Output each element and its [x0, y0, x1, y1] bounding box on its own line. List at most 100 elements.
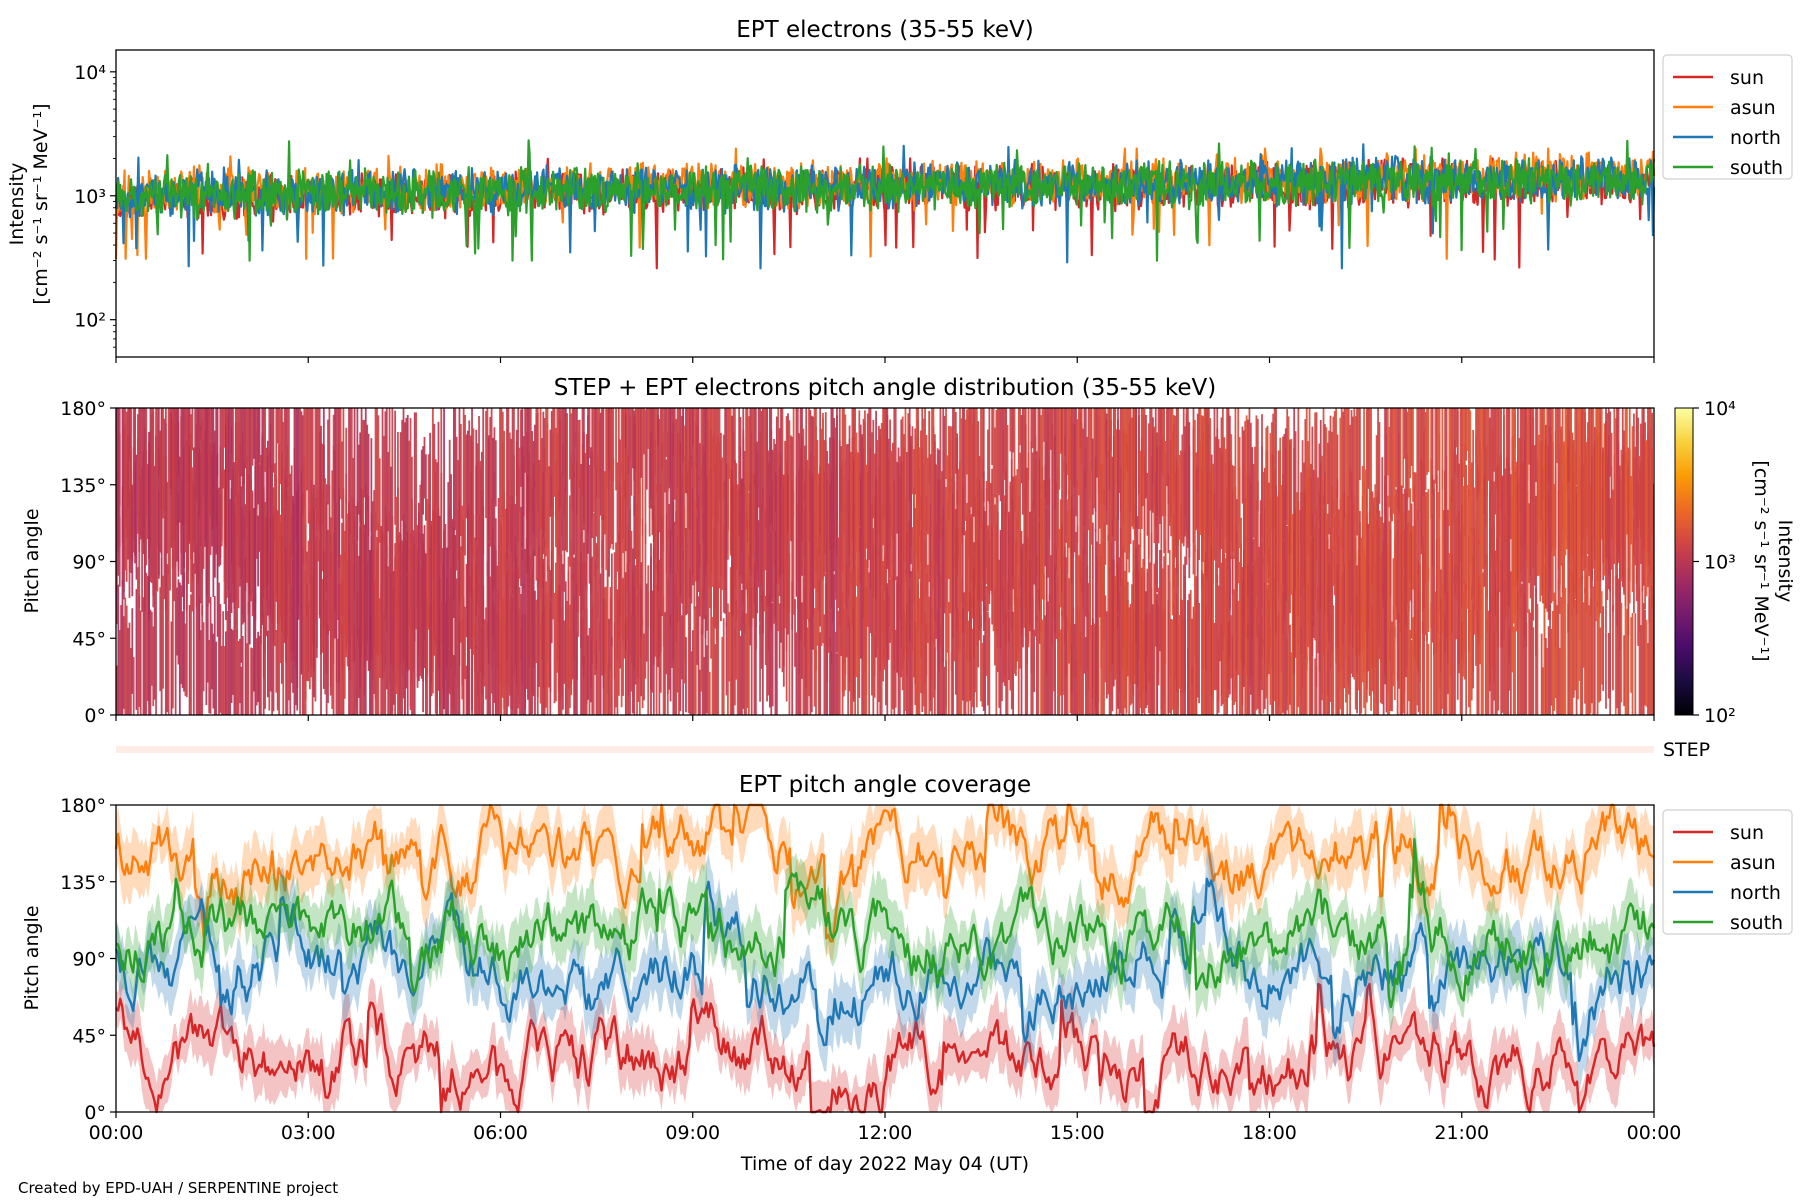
heatmap-cell: [1549, 604, 1551, 715]
heatmap-cell: [925, 495, 928, 597]
heatmap-cell: [310, 408, 313, 546]
heatmap-cell: [571, 573, 574, 680]
heatmap-cell: [247, 473, 250, 586]
heatmap-cell: [1234, 486, 1237, 589]
y-tick-label: 0°: [84, 1102, 106, 1124]
heatmap-cell: [1029, 511, 1031, 624]
heatmap-cell: [1212, 520, 1214, 700]
heatmap-cell: [520, 628, 522, 715]
heatmap-cell: [520, 594, 522, 661]
heatmap-cell: [469, 471, 472, 596]
heatmap-cell: [1501, 475, 1504, 649]
heatmap-cell: [466, 507, 469, 645]
heatmap-cell: [1413, 472, 1416, 655]
heatmap-cell: [591, 452, 594, 517]
heatmap-cell: [472, 514, 475, 638]
heatmap-cell: [757, 408, 760, 508]
heatmap-cell: [1147, 500, 1150, 683]
heatmap-cell: [889, 484, 891, 579]
heatmap-cell: [1561, 408, 1564, 531]
heatmap-cell: [226, 416, 229, 598]
heatmap-cell: [996, 408, 999, 494]
heatmap-cell: [402, 514, 405, 699]
heatmap-cell: [952, 408, 954, 563]
heatmap-cell: [1463, 503, 1466, 653]
heatmap-cell: [1575, 408, 1578, 486]
heatmap-cell: [381, 408, 384, 559]
heatmap-cell: [1153, 426, 1156, 544]
heatmap-cell: [529, 560, 532, 715]
heatmap-cell: [706, 645, 708, 714]
pitch-heatmap-layer: [116, 408, 1655, 715]
heatmap-cell: [1207, 558, 1210, 715]
heatmap-cell: [251, 408, 254, 466]
heatmap-cell: [1042, 480, 1045, 601]
heatmap-cell: [789, 435, 792, 541]
heatmap-cell: [1282, 591, 1284, 713]
heatmap-cell: [135, 454, 138, 580]
heatmap-cell: [834, 631, 837, 715]
heatmap-cell: [900, 478, 903, 647]
heatmap-cell: [1331, 431, 1333, 528]
heatmap-cell: [943, 415, 946, 614]
heatmap-cell: [977, 539, 980, 668]
heatmap-cell: [164, 548, 167, 715]
heatmap-cell: [878, 425, 880, 534]
heatmap-cell: [199, 425, 202, 604]
heatmap-cell: [268, 408, 271, 468]
heatmap-cell: [1161, 436, 1164, 517]
heatmap-cell: [933, 525, 936, 690]
heatmap-cell: [167, 408, 170, 575]
heatmap-cell: [268, 555, 271, 711]
heatmap-cell: [1435, 539, 1438, 652]
heatmap-cell: [1356, 408, 1358, 536]
heatmap-cell: [1031, 596, 1034, 715]
heatmap-cell: [1249, 422, 1252, 519]
heatmap-cell: [1577, 579, 1579, 700]
heatmap-cell: [1145, 415, 1147, 499]
heatmap-cell: [732, 485, 735, 616]
heatmap-cell: [257, 631, 260, 703]
heatmap-cell: [566, 413, 569, 553]
heatmap-cell: [938, 479, 940, 674]
heatmap-cell: [680, 415, 683, 548]
heatmap-cell: [1365, 408, 1368, 535]
heatmap-cell: [208, 408, 211, 604]
heatmap-cell: [1516, 408, 1519, 497]
heatmap-cell: [700, 408, 703, 508]
heatmap-cell: [555, 459, 557, 548]
heatmap-cell: [1286, 526, 1289, 602]
heatmap-cell: [837, 611, 840, 715]
heatmap-cell: [687, 460, 690, 630]
heatmap-cell: [1551, 534, 1554, 602]
heatmap-cell: [1108, 437, 1111, 571]
heatmap-cell: [1312, 469, 1315, 542]
heatmap-cell: [1226, 566, 1228, 715]
heatmap-cell: [1540, 440, 1543, 596]
heatmap-cell: [822, 418, 824, 572]
heatmap-cell: [1588, 408, 1591, 571]
heatmap-cell: [141, 468, 143, 538]
heatmap-cell: [1105, 419, 1108, 525]
heatmap-cell: [1626, 408, 1628, 507]
heatmap-cell: [1494, 572, 1497, 715]
heatmap-cell: [1547, 489, 1550, 612]
heatmap-cell: [1386, 545, 1389, 693]
heatmap-cell: [1623, 635, 1626, 707]
heatmap-cell: [1619, 476, 1621, 575]
heatmap-cell: [1553, 484, 1556, 557]
heatmap-cell: [647, 565, 650, 628]
x-tick-label: 00:00: [89, 1122, 144, 1144]
heatmap-cell: [1133, 408, 1136, 536]
heatmap-cell: [883, 408, 886, 592]
heatmap-cell: [1437, 408, 1440, 471]
heatmap-cell: [1637, 417, 1640, 529]
heatmap-cell: [1131, 584, 1133, 690]
heatmap-cell: [966, 625, 968, 702]
heatmap-cell: [535, 599, 538, 663]
heatmap-cell: [626, 563, 629, 638]
heatmap-cell: [652, 408, 655, 542]
heatmap-cell: [1154, 408, 1157, 527]
heatmap-cell: [1378, 422, 1381, 504]
